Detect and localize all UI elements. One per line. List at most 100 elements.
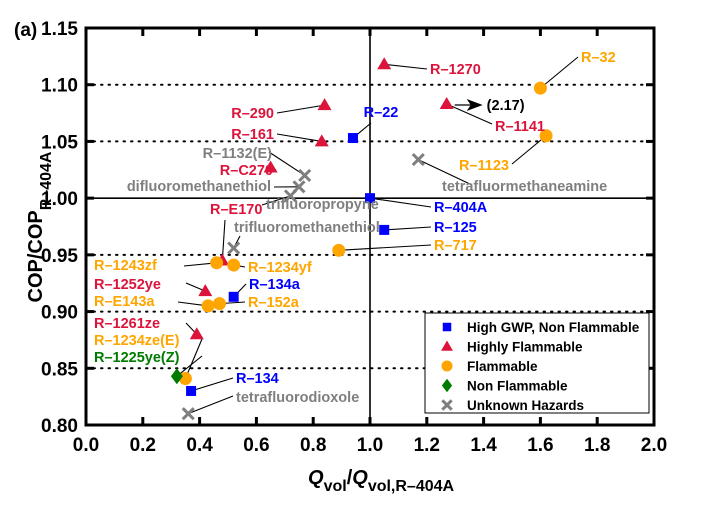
legend-label: High GWP, Non Flammable (467, 320, 640, 335)
square-marker (347, 133, 358, 144)
legend-item: Highly Flammable (441, 340, 583, 355)
circle-marker (178, 371, 192, 385)
axis-ticks: 0.0 0.2 0.4 0.6 0.8 1.0 1.2 1.4 1.6 1.8 2.0 0.80 0.8… (41, 19, 667, 456)
x-marker (298, 168, 312, 183)
x-tick-label: 1.2 (414, 435, 440, 456)
point-label: R–1270 (430, 62, 481, 78)
x-tick-label: 0.0 (73, 435, 99, 456)
leader-line (384, 226, 432, 231)
point-label: R–290 (231, 106, 274, 122)
x-marker (411, 153, 425, 167)
y-tick-label: 1.15 (41, 19, 78, 40)
x-tick-label: 0.8 (300, 435, 326, 456)
circle-marker (441, 360, 453, 372)
point-label: R–404A (434, 200, 488, 216)
x-stroke (227, 241, 241, 255)
markers (170, 57, 553, 421)
leader-line (190, 377, 234, 392)
point-label: R–22 (364, 105, 399, 121)
point-label: tetrafluormethaneamine (442, 179, 607, 195)
offscale-arrow-head (466, 98, 483, 111)
x-tick-label: 2.0 (641, 435, 667, 456)
point-label: R–161 (231, 127, 274, 143)
x-axis-title-q2: Q (352, 467, 368, 489)
point-label: R–1261ze (94, 316, 160, 332)
y-tick-label: 0.85 (41, 359, 78, 380)
leader-line (511, 135, 547, 165)
x-axis-title-q1: Q (308, 467, 324, 489)
point-label: difluoromethanethiol (127, 179, 271, 195)
leader-line (184, 338, 203, 379)
y-tick-label: 1.10 (41, 76, 78, 97)
circle-marker (212, 297, 226, 311)
point-label: R–134a (249, 277, 301, 293)
legend-item: Flammable (441, 359, 538, 374)
point-label: trifluoromethanethiol (234, 220, 380, 236)
leader-line (338, 244, 432, 251)
point-label: trifluoropropyne (266, 197, 379, 213)
leader-line (418, 159, 473, 186)
y-tick-label: 1.00 (41, 189, 78, 210)
legend-label: Flammable (467, 359, 538, 374)
point-label: R–E143a (94, 294, 155, 310)
square-marker (228, 291, 239, 302)
x-tick-label: 0.4 (186, 435, 213, 456)
point-labels: R–1270 R–32 R–1141 (2.17) R–290 R–22 R–161 R–11… (94, 50, 616, 406)
point-label: R–E170 (210, 202, 262, 218)
leader-line (188, 395, 234, 415)
square-marker (442, 322, 452, 332)
legend-label: Unknown Hazards (467, 398, 584, 413)
point-label: R–152a (248, 295, 300, 311)
x-stroke (441, 399, 453, 411)
triangle-marker (263, 160, 278, 173)
x-stroke (283, 189, 298, 203)
x-tick-label: 0.6 (243, 435, 269, 456)
circle-marker (210, 256, 224, 270)
x-axis-title-sub1: vol (324, 478, 347, 495)
leader-line (540, 56, 579, 89)
point-label: R–134 (236, 371, 279, 387)
x-stroke (181, 407, 195, 421)
triangle-marker (314, 134, 329, 147)
triangle-marker (377, 57, 392, 70)
x-axis-title-slash: / (347, 467, 353, 489)
x-tick-label: 1.4 (470, 435, 497, 456)
leader-line (221, 219, 226, 261)
legend-label: Non Flammable (467, 379, 568, 394)
legend-item: Unknown Hazards (441, 398, 584, 413)
point-label: R–C270 (220, 163, 273, 179)
x-axis-title: Qvol/Qvol,R–404A (308, 467, 455, 495)
point-label: R–1141 (495, 119, 545, 135)
leader-line (384, 63, 428, 70)
point-label: R–1243zf (94, 258, 157, 274)
circle-marker (332, 243, 346, 257)
point-label: R–32 (581, 50, 616, 66)
x-stroke (411, 153, 425, 167)
square-marker (365, 193, 375, 204)
x-marker (283, 189, 298, 203)
leader-line (446, 103, 493, 125)
x-tick-label: 1.0 (357, 435, 383, 456)
x-marker (227, 241, 241, 255)
y-axis-title-main: COP/COP (25, 210, 47, 302)
x-tick-label: 0.2 (130, 435, 156, 456)
y-tick-label: 0.95 (41, 246, 78, 267)
leader-line (176, 355, 203, 377)
triangle-marker (198, 284, 213, 297)
circle-marker (539, 129, 553, 143)
diamond-marker (441, 378, 453, 393)
legend-box (424, 312, 650, 414)
x-tick-label: 1.8 (584, 435, 610, 456)
diamond-marker (170, 368, 183, 385)
point-label: tetrafluorodioxole (236, 390, 359, 406)
legend-item: Non Flammable (441, 378, 568, 394)
leader-line (276, 133, 322, 142)
svg-text:COP/COPR–404A: COP/COPR–404A (25, 151, 55, 302)
point-label: R–1234ze(E) (94, 333, 180, 349)
leader-line (261, 195, 291, 206)
legend-label: Highly Flammable (467, 340, 583, 355)
leader-line (276, 104, 325, 114)
square-marker (186, 385, 197, 396)
point-label: R–125 (434, 220, 477, 236)
